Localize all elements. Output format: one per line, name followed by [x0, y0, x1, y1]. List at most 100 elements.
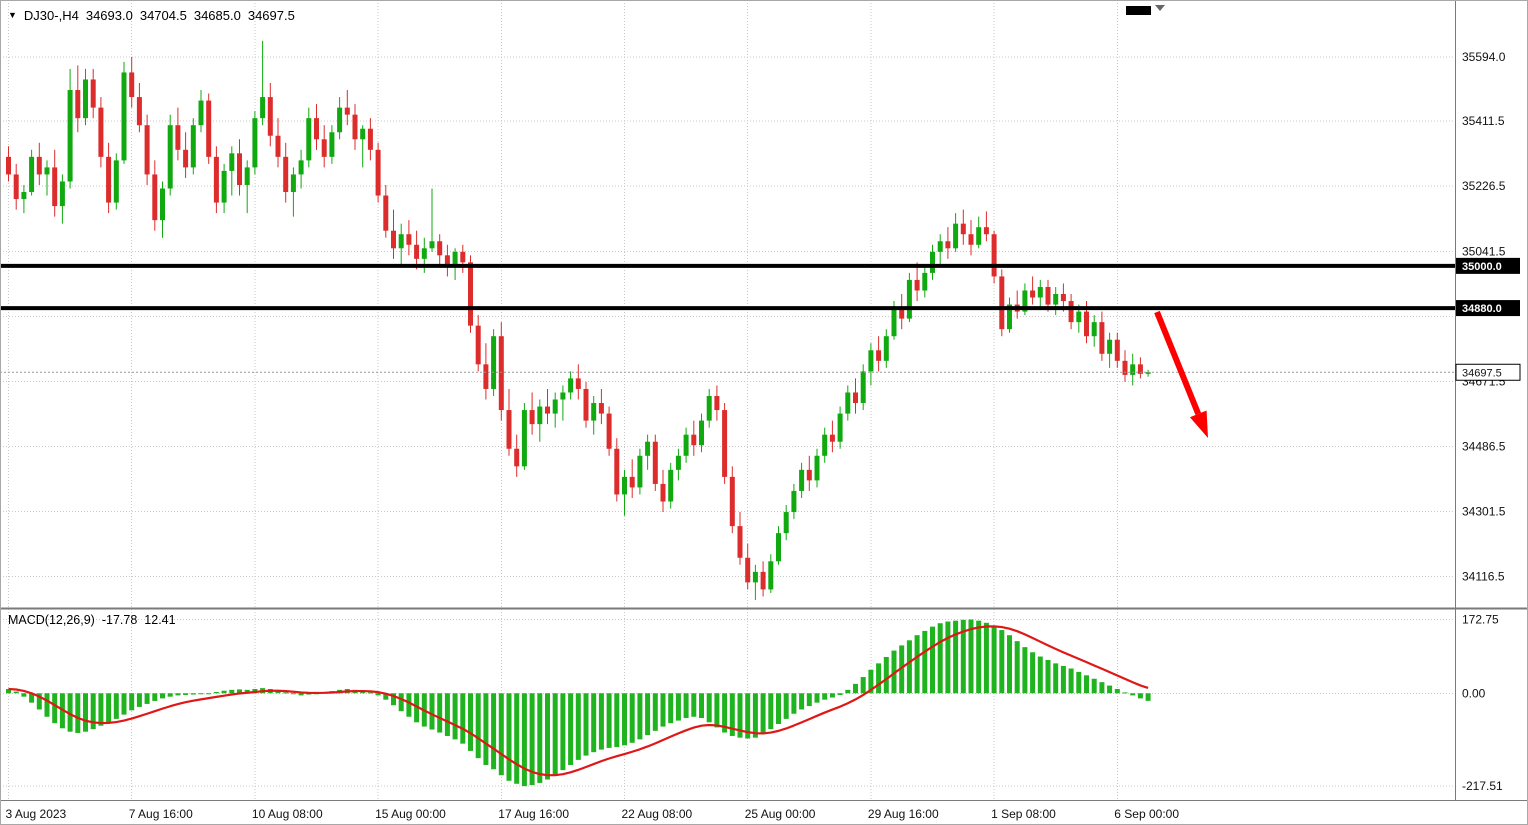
candle-up — [883, 336, 889, 361]
candle-up — [452, 251, 458, 266]
macd-histogram-bar — [622, 693, 627, 746]
candle-up — [1145, 372, 1151, 374]
macd-histogram-bar — [953, 620, 959, 694]
candle-down — [136, 97, 142, 126]
macd-histogram-bar — [598, 693, 604, 750]
candle-up — [953, 223, 959, 249]
candle-down — [691, 434, 697, 446]
macd-histogram-bar — [175, 693, 181, 696]
date-axis-label: 3 Aug 2023 — [6, 807, 67, 821]
candle-up — [59, 181, 65, 207]
candle-down — [237, 153, 242, 185]
candle-down — [90, 79, 96, 108]
candle-down — [106, 156, 112, 203]
candle-down — [614, 448, 620, 495]
candle-down — [275, 135, 281, 157]
macd-histogram-bar — [98, 693, 104, 726]
macd-histogram-bar — [44, 693, 50, 717]
macd-histogram-bar — [883, 656, 889, 694]
ohlc-low: 34685.0 — [193, 8, 241, 23]
candle-up — [868, 350, 874, 372]
macd-histogram-bar — [930, 626, 935, 694]
macd-histogram-bar — [67, 693, 73, 732]
macd-histogram-bar — [521, 693, 527, 787]
macd-histogram-bar — [853, 683, 858, 694]
date-axis-label: 17 Aug 16:00 — [498, 807, 569, 821]
macd-histogram-bar — [121, 693, 127, 715]
candle-down — [475, 325, 481, 365]
macd-histogram-bar — [776, 693, 781, 724]
candle-up — [776, 533, 781, 562]
macd-histogram-bar — [845, 689, 851, 694]
candle-up — [290, 174, 296, 193]
macd-histogram-bar — [706, 693, 712, 723]
macd-histogram-bar — [983, 622, 989, 694]
price-axis-label: 34301.5 — [1462, 505, 1506, 519]
candle-up — [1076, 311, 1082, 323]
macd-histogram-bar — [529, 693, 535, 786]
macd-histogram-bar — [629, 693, 635, 743]
candle-up — [113, 160, 119, 203]
macd-histogram-bar — [367, 692, 373, 694]
macd-histogram-bar — [729, 693, 735, 736]
trend-arrow-head[interactable] — [1189, 410, 1208, 438]
candle-up — [83, 79, 88, 119]
symbol-dropdown-icon[interactable]: ▼ — [8, 10, 17, 20]
candle-up — [1091, 322, 1097, 337]
candle-up — [622, 476, 627, 495]
candle-up — [822, 434, 828, 456]
candle-up — [675, 455, 681, 470]
macd-histogram-bar — [999, 630, 1005, 694]
macd-histogram-bar — [537, 693, 543, 783]
object-rectangle[interactable] — [1126, 6, 1151, 15]
macd-histogram-bar — [1030, 652, 1036, 694]
macd-histogram-bar — [1137, 693, 1143, 699]
candle-up — [21, 192, 27, 200]
macd-histogram-bar — [213, 691, 219, 694]
candle-down — [6, 156, 11, 175]
chart-shift-marker-icon[interactable] — [1155, 5, 1165, 11]
candle-up — [67, 90, 73, 182]
candle-down — [760, 571, 766, 590]
candle-down — [391, 230, 396, 249]
candle-up — [337, 107, 343, 133]
macd-histogram-bar — [360, 691, 366, 694]
macd-histogram-bar — [976, 620, 982, 694]
macd-histogram-bar — [6, 688, 11, 694]
candle-up — [837, 413, 843, 442]
macd-histogram-bar — [1068, 668, 1074, 694]
candle-down — [945, 241, 951, 249]
date-axis-label: 6 Sep 00:00 — [1114, 807, 1179, 821]
candle-up — [891, 308, 897, 337]
macd-histogram-bar — [660, 693, 666, 727]
macd-histogram-bar — [583, 693, 589, 756]
candle-up — [306, 118, 312, 161]
macd-histogram-bar — [591, 693, 597, 753]
candle-up — [429, 241, 435, 249]
candle-down — [1114, 339, 1120, 361]
macd-histogram-bar — [221, 690, 227, 694]
macd-histogram-bar — [568, 693, 574, 765]
macd-histogram-bar — [444, 693, 450, 736]
macd-histogram-bar — [1022, 647, 1028, 694]
candle-up — [568, 378, 574, 393]
candle-up — [591, 403, 597, 421]
candle-down — [583, 388, 589, 421]
bid-price-tag — [1455, 363, 1521, 381]
candle-down — [437, 241, 443, 256]
candle-down — [314, 118, 319, 140]
candle-down — [206, 100, 212, 157]
macd-histogram-bar — [514, 693, 520, 784]
candle-up — [29, 156, 35, 193]
candle-down — [660, 483, 666, 502]
macd-histogram-bar — [1091, 678, 1097, 694]
candle-down — [352, 114, 358, 140]
candle-up — [922, 272, 928, 291]
candle-down — [598, 403, 604, 414]
macd-histogram-bar — [29, 693, 35, 703]
trend-arrow-shaft[interactable] — [1154, 310, 1202, 416]
candle-up — [252, 118, 258, 168]
candle-down — [13, 174, 19, 200]
